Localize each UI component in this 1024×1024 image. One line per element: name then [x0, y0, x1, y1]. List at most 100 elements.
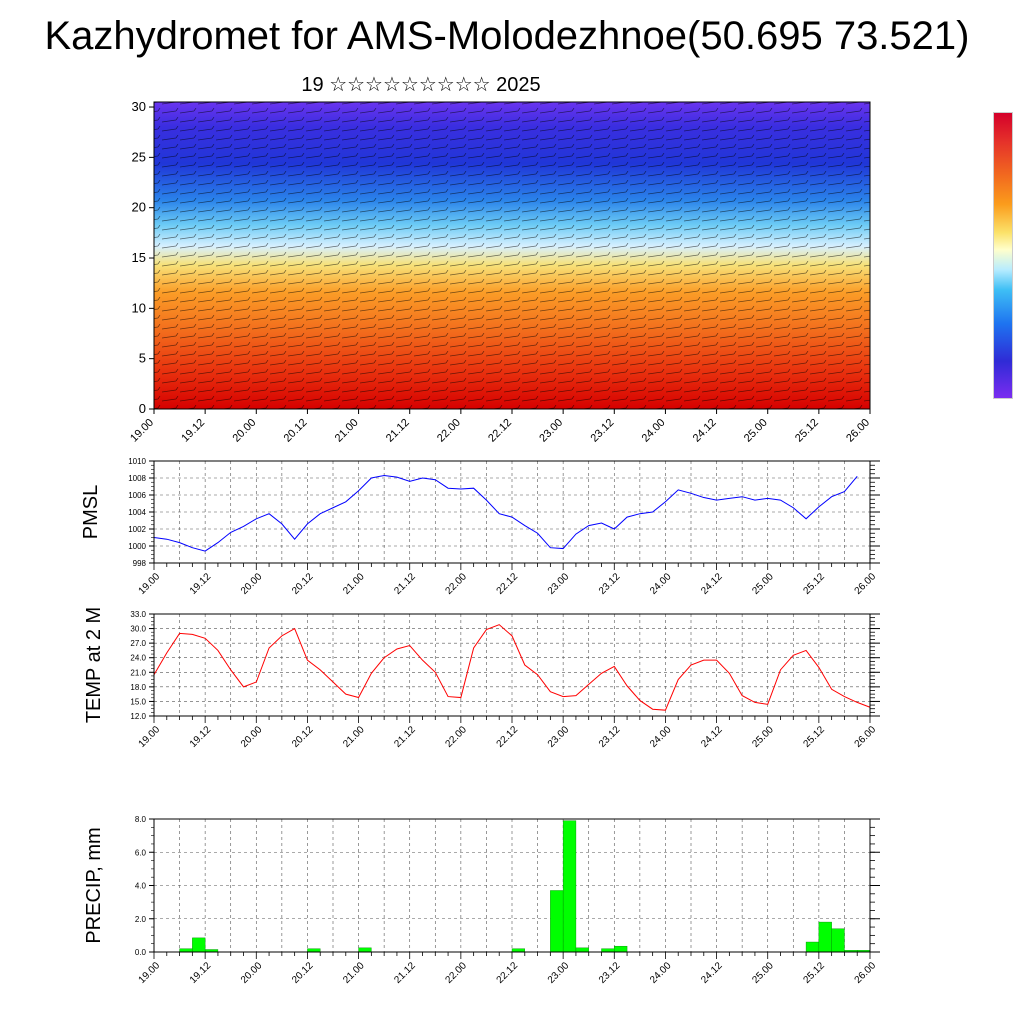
x-tick-label: 25.12	[802, 724, 828, 750]
y-tick-label: 1008	[128, 474, 146, 483]
x-tick-label: 23.12	[597, 724, 623, 750]
x-tick-label: 19.12	[179, 417, 207, 445]
y-tick-label: 10	[132, 300, 146, 315]
colorbar	[993, 112, 1013, 399]
y-tick-label: 8.0	[135, 815, 147, 824]
y-tick-label: 24.0	[130, 654, 146, 663]
pmsl-series-line	[153, 474, 858, 552]
x-tick-label: 20.12	[282, 417, 310, 445]
x-tick-label: 23.00	[546, 960, 572, 986]
x-tick-label: 22.12	[495, 724, 521, 750]
y-tick-label: 0.0	[135, 948, 147, 957]
y-tick-label: 998	[133, 559, 147, 568]
x-tick-label: 25.00	[742, 417, 770, 445]
y-tick-label: 21.0	[130, 668, 146, 677]
x-tick-label: 20.12	[290, 960, 316, 986]
x-tick-label: 22.12	[495, 571, 521, 597]
x-tick-label: 19.12	[188, 960, 214, 986]
x-tick-label: 25.12	[802, 571, 828, 597]
x-tick-label: 25.12	[793, 417, 821, 445]
y-tick-label: 20	[132, 200, 146, 215]
y-tick-label: 0	[139, 401, 146, 416]
x-tick-label: 19.12	[188, 724, 214, 750]
precip-bar	[550, 890, 564, 953]
precip-bar	[575, 947, 589, 953]
x-tick-label: 21.00	[333, 417, 361, 445]
x-tick-label: 20.00	[230, 417, 258, 445]
x-tick-label: 20.00	[239, 571, 265, 597]
y-tick-label: 6.0	[135, 848, 147, 857]
x-tick-label: 23.00	[546, 724, 572, 750]
x-tick-label: 22.00	[444, 724, 470, 750]
x-tick-label: 25.00	[750, 571, 776, 597]
x-tick-label: 20.00	[239, 960, 265, 986]
y-tick-label: 27.0	[130, 639, 146, 648]
y-tick-label: 25	[132, 149, 146, 164]
x-tick-label: 19.00	[137, 571, 163, 597]
y-tick-label: 2.0	[135, 915, 147, 924]
x-tick-label: 26.00	[853, 571, 879, 597]
x-tick-label: 24.12	[699, 960, 725, 986]
x-tick-label: 22.00	[435, 417, 463, 445]
x-tick-label: 23.00	[537, 417, 565, 445]
x-tick-label: 24.12	[691, 417, 719, 445]
x-tick-label: 20.12	[290, 724, 316, 750]
x-tick-label: 23.12	[597, 571, 623, 597]
x-tick-label: 20.00	[239, 724, 265, 750]
precip-bar	[614, 945, 628, 953]
y-tick-label: 15.0	[130, 697, 146, 706]
x-tick-label: 21.00	[341, 571, 367, 597]
precip-bar	[192, 937, 206, 953]
x-tick-label: 21.12	[392, 571, 418, 597]
y-tick-label: 1006	[128, 491, 146, 500]
x-tick-label: 21.12	[392, 960, 418, 986]
y-axis-title: PMSL	[80, 485, 102, 539]
x-tick-label: 24.00	[648, 571, 674, 597]
precip-bar	[831, 928, 845, 953]
x-tick-label: 24.00	[640, 417, 668, 445]
x-tick-label: 25.00	[750, 960, 776, 986]
x-tick-label: 22.00	[444, 571, 470, 597]
x-tick-label: 22.00	[444, 960, 470, 986]
x-tick-label: 24.00	[648, 960, 674, 986]
y-tick-label: 1002	[128, 525, 146, 534]
wind-barbs	[154, 102, 870, 409]
y-tick-label: 5	[139, 351, 146, 366]
y-tick-label: 33.0	[130, 610, 146, 619]
precip-bar	[562, 820, 577, 953]
x-tick-label: 26.00	[853, 960, 879, 986]
x-tick-label: 23.12	[597, 960, 623, 986]
x-tick-label: 22.12	[486, 417, 514, 445]
x-tick-label: 26.00	[853, 724, 879, 750]
x-tick-label: 21.00	[341, 724, 367, 750]
x-tick-label: 26.00	[844, 417, 872, 445]
x-tick-label: 19.12	[188, 571, 214, 597]
x-tick-label: 25.12	[802, 960, 828, 986]
pmsl-panel: 998 1000 1002 1004 1006 1008 1010 19.00 19.12 20.…	[80, 457, 880, 597]
x-tick-label: 24.12	[699, 571, 725, 597]
y-tick-label: 4.0	[135, 882, 147, 891]
y-tick-label: 1004	[128, 508, 146, 517]
y-axis-title: PRECIP, mm	[83, 827, 105, 943]
temp-series-line	[153, 624, 871, 711]
x-tick-label: 21.12	[392, 724, 418, 750]
chart-subtitle: 19 ☆☆☆☆☆☆☆☆☆ 2025	[301, 74, 541, 96]
x-tick-label: 19.00	[128, 417, 156, 445]
y-tick-label: 30.0	[130, 625, 146, 634]
cross-section-plot: 0 5 10 15 20 25 30 19.00 19.12 20.00 20.12 21.00 21.…	[128, 99, 872, 445]
x-tick-label: 19.00	[137, 960, 163, 986]
temp-panel: 12.0 15.0 18.0 21.0 24.0 27.0 30.0 33.0 19.00 19.…	[83, 607, 880, 750]
x-tick-label: 24.12	[699, 724, 725, 750]
y-tick-label: 15	[132, 250, 146, 265]
precip-bar	[805, 941, 820, 953]
y-tick-label: 1010	[128, 457, 146, 466]
x-tick-label: 20.12	[290, 571, 316, 597]
x-tick-label: 25.00	[750, 724, 776, 750]
x-tick-label: 24.00	[648, 724, 674, 750]
y-tick-label: 1000	[128, 542, 146, 551]
x-tick-label: 21.00	[341, 960, 367, 986]
chart-title: Kazhydromet for AMS-Molodezhnoe(50.695 7…	[44, 14, 970, 58]
precip-bar	[818, 921, 832, 953]
x-tick-label: 19.00	[137, 724, 163, 750]
